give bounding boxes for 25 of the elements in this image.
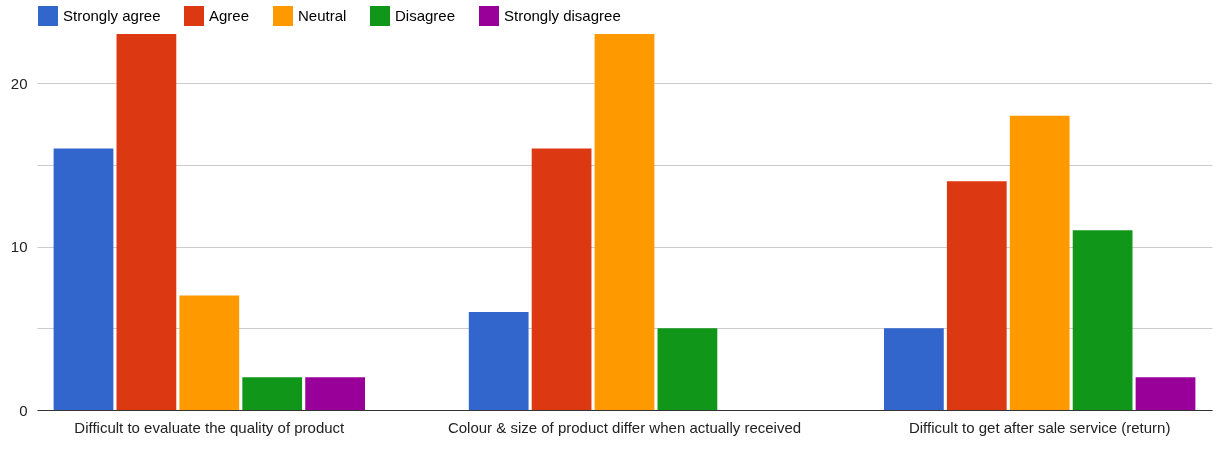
y-tick-label: 10 bbox=[10, 238, 28, 256]
bar bbox=[531, 148, 592, 410]
legend-label: Agree bbox=[209, 7, 250, 24]
legend-label: Strongly disagree bbox=[504, 7, 621, 24]
bar bbox=[657, 328, 718, 410]
legend-label: Strongly agree bbox=[63, 7, 161, 24]
bar bbox=[305, 377, 365, 410]
y-tick-label: 0 bbox=[19, 401, 28, 419]
bar bbox=[884, 328, 944, 410]
bar bbox=[594, 34, 655, 410]
bar bbox=[1009, 115, 1070, 410]
y-tick-label: 20 bbox=[10, 74, 28, 92]
bar bbox=[179, 295, 240, 410]
bar bbox=[946, 181, 1007, 410]
bar bbox=[53, 148, 114, 410]
bar bbox=[242, 377, 303, 410]
legend-label: Disagree bbox=[395, 7, 456, 24]
bar bbox=[1072, 230, 1133, 410]
x-tick-label: Difficult to evaluate the quality of product bbox=[74, 418, 346, 436]
bar bbox=[468, 311, 529, 410]
x-tick-label: Colour & size of product differ when actually received bbox=[447, 418, 802, 436]
bar bbox=[116, 34, 177, 410]
x-tick-label: Difficult to get after sale service (return) bbox=[908, 418, 1171, 436]
bar bbox=[1135, 377, 1196, 410]
legend-label: Neutral bbox=[298, 7, 347, 24]
